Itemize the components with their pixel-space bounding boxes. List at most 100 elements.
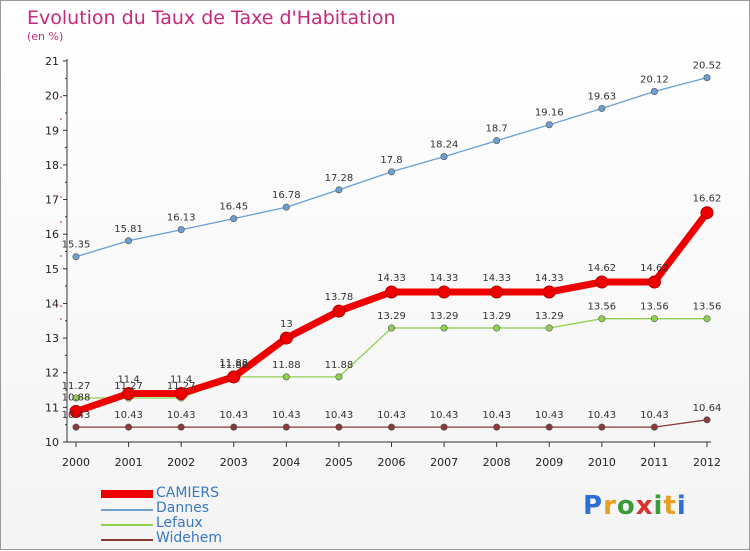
data-point-dannes [230, 215, 238, 223]
x-tick-label: 2008 [483, 456, 511, 469]
chart-series [69, 74, 714, 431]
data-point-lefaux [703, 315, 711, 323]
x-tick-label: 2007 [430, 456, 458, 469]
data-label-widehem: 10.43 [482, 410, 511, 421]
data-point-widehem [72, 423, 80, 431]
brand-letter: t [663, 491, 677, 521]
data-point-camiers [69, 405, 83, 419]
data-point-camiers [174, 387, 188, 401]
data-label-dannes: 19.16 [535, 108, 564, 119]
data-label-lefaux: 11.88 [325, 360, 354, 371]
legend-swatch [101, 524, 153, 526]
data-point-dannes [440, 153, 448, 161]
data-point-dannes [387, 168, 395, 176]
data-label-camiers: 11.4 [170, 375, 192, 386]
data-label-dannes: 15.35 [62, 240, 91, 251]
data-label-dannes: 19.63 [588, 91, 617, 102]
data-point-widehem [650, 423, 658, 431]
data-label-camiers: 11.4 [117, 375, 139, 386]
data-label-camiers: 10.88 [62, 393, 91, 404]
data-label-widehem: 10.43 [640, 410, 669, 421]
legend-label: Dannes [156, 500, 210, 516]
data-label-camiers: 14.62 [640, 263, 669, 274]
data-point-camiers [279, 331, 293, 345]
brand-letter: o [616, 491, 636, 521]
data-label-lefaux: 13.56 [640, 302, 669, 313]
data-point-camiers [122, 387, 136, 401]
data-label-lefaux: 11.27 [114, 381, 143, 392]
data-point-widehem [440, 423, 448, 431]
x-tick-label: 2001 [115, 456, 143, 469]
y-tick-label: 12 [45, 367, 59, 380]
legend-swatch [101, 490, 153, 498]
data-label-dannes: 18.24 [430, 140, 459, 151]
data-point-dannes [493, 137, 501, 145]
x-tick-label: 2004 [272, 456, 300, 469]
data-label-camiers: 14.33 [482, 273, 511, 284]
x-tick-label: 2003 [220, 456, 248, 469]
data-label-camiers: 11.88 [219, 358, 248, 369]
legend-label: Lefaux [156, 515, 203, 531]
data-label-lefaux: 13.29 [535, 311, 564, 322]
data-label-dannes: 15.81 [114, 224, 143, 235]
data-point-widehem [493, 423, 501, 431]
data-point-lefaux [650, 315, 658, 323]
x-tick-label: 2006 [378, 456, 406, 469]
data-point-lefaux [282, 373, 290, 381]
data-label-widehem: 10.43 [62, 410, 91, 421]
data-label-lefaux: 13.29 [430, 311, 459, 322]
brand-letter: i [653, 491, 664, 521]
y-tick-label: 18 [45, 159, 59, 172]
data-label-camiers: 13.78 [325, 292, 354, 303]
data-point-widehem [125, 423, 133, 431]
data-point-lefaux [72, 394, 80, 402]
data-label-lefaux: 11.88 [272, 360, 301, 371]
data-label-camiers: 13 [280, 319, 293, 330]
data-label-widehem: 10.43 [114, 410, 143, 421]
y-tick-label: 13 [45, 332, 59, 345]
x-tick-label: 2005 [325, 456, 353, 469]
data-label-lefaux: 11.88 [219, 360, 248, 371]
data-label-widehem: 10.43 [325, 410, 354, 421]
data-point-camiers [437, 285, 451, 299]
data-point-widehem [545, 423, 553, 431]
y-tick-label: 20 [45, 90, 59, 103]
data-label-dannes: 20.12 [640, 74, 669, 85]
series-line-dannes [75, 76, 708, 258]
data-point-camiers [227, 370, 241, 384]
data-label-dannes: 16.45 [219, 202, 248, 213]
data-point-lefaux [440, 324, 448, 332]
data-point-lefaux [493, 324, 501, 332]
data-label-lefaux: 11.27 [62, 381, 91, 392]
data-label-camiers: 16.62 [693, 194, 722, 205]
brand-letter: r [603, 491, 617, 521]
data-point-dannes [650, 87, 658, 95]
y-tick-label: 11 [45, 401, 59, 414]
data-point-camiers [542, 285, 556, 299]
legend-swatch [101, 509, 153, 511]
data-label-widehem: 10.43 [588, 410, 617, 421]
data-point-dannes [335, 186, 343, 194]
y-tick-label: 21 [45, 55, 59, 68]
y-tick-label: 15 [45, 263, 59, 276]
data-point-lefaux [335, 373, 343, 381]
data-label-widehem: 10.43 [219, 410, 248, 421]
data-point-widehem [703, 416, 711, 424]
data-point-lefaux [545, 324, 553, 332]
data-point-widehem [335, 423, 343, 431]
data-point-camiers [595, 275, 609, 289]
brand-letter: P [583, 491, 604, 521]
legend-label: Widehem [156, 530, 223, 546]
data-point-camiers [490, 285, 504, 299]
data-point-dannes [282, 203, 290, 211]
legend-swatch [101, 539, 153, 541]
data-point-lefaux [387, 324, 395, 332]
data-point-lefaux [598, 315, 606, 323]
data-point-widehem [598, 423, 606, 431]
x-tick-label: 2002 [167, 456, 195, 469]
data-point-widehem [230, 423, 238, 431]
brand-letter: i [676, 491, 687, 521]
data-label-camiers: 14.33 [430, 273, 459, 284]
data-point-dannes [545, 121, 553, 129]
